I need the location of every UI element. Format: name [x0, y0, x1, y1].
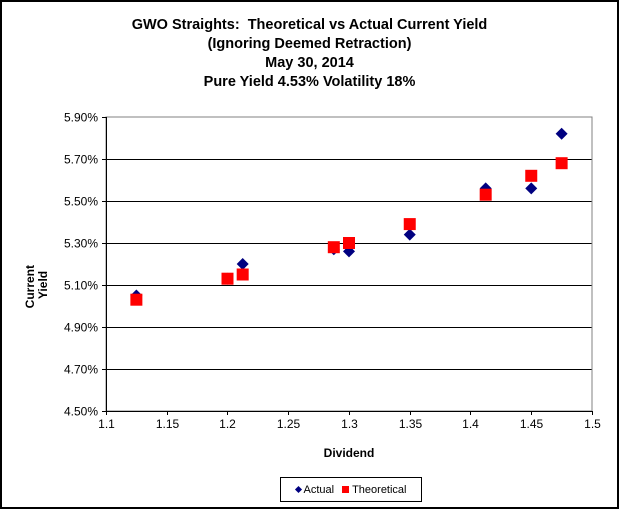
data-marks [130, 127, 568, 306]
actual-point [525, 182, 538, 195]
y-tick-label: 5.90% [64, 111, 98, 125]
axes [102, 117, 593, 415]
x-tick-label: 1.15 [156, 417, 180, 431]
legend-item-theoretical: Theoretical [342, 483, 407, 496]
theoretical-point [221, 272, 234, 285]
y-tick-label: 5.30% [64, 237, 98, 251]
theoretical-point [479, 188, 492, 201]
theoretical-point [327, 241, 340, 254]
theoretical-point [525, 169, 538, 182]
actual-point [236, 258, 249, 270]
y-tick-label: 4.90% [64, 321, 98, 335]
x-tick-label: 1.3 [341, 417, 358, 431]
theoretical-point [555, 157, 568, 170]
x-tick-label: 1.4 [462, 417, 479, 431]
x-tick-label: 1.45 [520, 417, 544, 431]
x-tick-label: 1.2 [219, 417, 236, 431]
square-marker-icon [342, 486, 350, 493]
actual-point [403, 228, 416, 241]
y-axis-label-line-1: Current [23, 265, 37, 308]
gridlines [106, 159, 592, 370]
y-tick-label: 4.50% [64, 405, 98, 419]
x-tick-label: 1.25 [277, 417, 301, 431]
x-tick-label: 1.5 [584, 417, 601, 431]
title-line-4: Pure Yield 4.53% Volatility 18% [203, 74, 416, 90]
title-line-3: May 30, 2014 [265, 55, 354, 71]
y-axis-label-line-2: Yield [36, 271, 50, 299]
theoretical-point [403, 218, 416, 231]
y-tick-label: 5.70% [64, 153, 98, 167]
y-tick-label: 4.70% [64, 363, 98, 377]
actual-point [555, 127, 568, 140]
y-tick-label: 5.10% [64, 279, 98, 293]
plot-area [105, 116, 593, 412]
y-tick-label: 5.50% [64, 195, 98, 209]
legend-label-actual: Actual [303, 483, 335, 496]
y-tick-labels: 4.50% 4.70% 4.90% 5.10% 5.30% 5.50% 5.70% 5.90% [64, 111, 98, 419]
x-tick-labels: 1.1 1.15 1.2 1.25 1.3 1.35 1.4 1.45 1.5 [98, 417, 601, 431]
legend: Actual Theoretical [280, 477, 422, 502]
chart-title: GWO Straights: Theoretical vs Actual Cur… [0, 16, 619, 92]
legend-label-theoretical: Theoretical [352, 483, 407, 496]
title-line-1: GWO Straights: Theoretical vs Actual Cur… [131, 17, 488, 33]
theoretical-point [236, 268, 249, 281]
x-tick-label: 1.35 [399, 417, 423, 431]
diamond-marker-icon [294, 485, 302, 494]
legend-item-actual: Actual [294, 483, 335, 496]
y-axis-label: Current Yield [23, 262, 50, 309]
x-tick-label: 1.1 [98, 417, 115, 431]
x-axis-label: Dividend [324, 446, 375, 460]
theoretical-point [343, 237, 355, 249]
theoretical-point [130, 293, 143, 306]
title-line-2: (Ignoring Deemed Retraction) [207, 36, 412, 52]
